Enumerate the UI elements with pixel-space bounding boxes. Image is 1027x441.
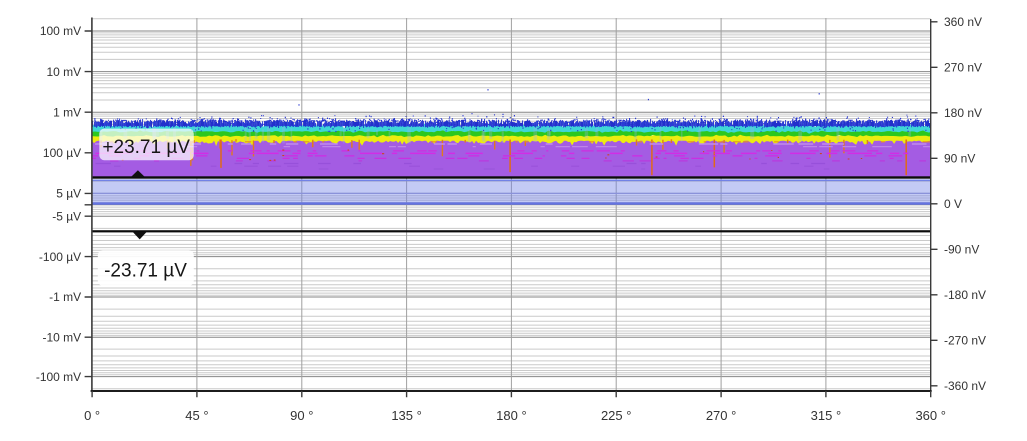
svg-text:-180 nV: -180 nV <box>944 288 986 302</box>
svg-text:-10 mV: -10 mV <box>43 330 82 344</box>
svg-text:90 °: 90 ° <box>290 408 313 423</box>
svg-text:+23.71 µV: +23.71 µV <box>102 137 190 158</box>
svg-text:0 V: 0 V <box>944 197 962 211</box>
svg-text:10 mV: 10 mV <box>47 65 82 79</box>
svg-text:270 nV: 270 nV <box>944 61 982 75</box>
svg-text:-5 µV: -5 µV <box>52 209 81 223</box>
svg-text:-270 nV: -270 nV <box>944 334 986 348</box>
svg-text:-100 µV: -100 µV <box>39 250 81 264</box>
svg-text:5 µV: 5 µV <box>56 187 81 201</box>
svg-text:-360 nV: -360 nV <box>944 379 986 393</box>
svg-text:45 °: 45 ° <box>185 408 208 423</box>
svg-text:360 °: 360 ° <box>915 408 946 423</box>
svg-text:270 °: 270 ° <box>706 408 737 423</box>
svg-text:100 mV: 100 mV <box>40 24 81 38</box>
svg-text:-90 nV: -90 nV <box>944 243 979 257</box>
svg-text:180 °: 180 ° <box>496 408 527 423</box>
svg-text:315 °: 315 ° <box>811 408 842 423</box>
svg-text:0 °: 0 ° <box>84 408 100 423</box>
svg-text:90 nV: 90 nV <box>944 152 975 166</box>
svg-text:-100 mV: -100 mV <box>36 370 81 384</box>
svg-text:100 µV: 100 µV <box>43 146 81 160</box>
svg-text:135 °: 135 ° <box>391 408 422 423</box>
svg-text:360 nV: 360 nV <box>944 15 982 29</box>
svg-text:-1 mV: -1 mV <box>49 290 81 304</box>
svg-text:180 nV: 180 nV <box>944 106 982 120</box>
svg-text:-23.71 µV: -23.71 µV <box>104 261 187 282</box>
svg-text:225 °: 225 ° <box>601 408 632 423</box>
svg-text:1 mV: 1 mV <box>53 105 81 119</box>
